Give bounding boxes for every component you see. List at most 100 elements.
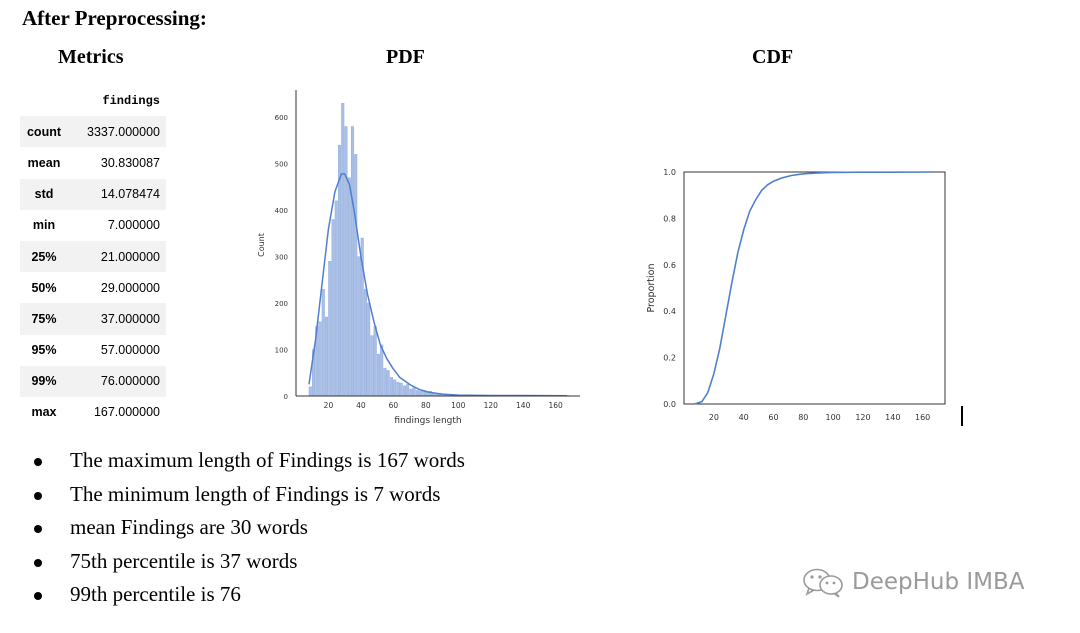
- table-row: 95% 57.000000: [20, 335, 166, 366]
- kde-line: [308, 173, 568, 397]
- histogram-bar: [363, 288, 367, 397]
- bullet-icon: [34, 491, 42, 500]
- histogram-bar: [357, 256, 361, 397]
- pdf-title: PDF: [386, 46, 425, 68]
- histogram-bar: [399, 382, 403, 397]
- histogram-bar: [331, 219, 335, 397]
- metrics-header-row: findings: [20, 85, 166, 116]
- histogram-bar: [328, 261, 332, 397]
- bullet-icon: [34, 592, 42, 601]
- histogram-bar: [376, 353, 380, 397]
- stat-value: 7.000000: [107, 218, 160, 233]
- histogram-bar: [350, 126, 354, 397]
- x-tick-label: 20: [709, 413, 719, 422]
- y-tick-label: 0.2: [663, 354, 676, 363]
- y-tick-label: 0.6: [663, 261, 676, 270]
- plot-frame: [683, 171, 946, 405]
- y-axis-label: Count: [257, 233, 266, 257]
- y-tick-label: 500: [275, 161, 288, 169]
- list-item-text: 99th percentile is 76: [70, 582, 241, 607]
- stat-value: 3337.000000: [68, 116, 166, 148]
- x-tick-label: 140: [516, 401, 531, 410]
- stat-name: max: [31, 405, 57, 420]
- text-cursor: [961, 406, 963, 426]
- x-tick-label: 60: [768, 413, 778, 422]
- stat-name: 50%: [31, 280, 57, 295]
- histogram-bar: [402, 385, 406, 397]
- stat-name: 95%: [31, 343, 57, 358]
- histogram-bar: [334, 200, 338, 397]
- stat-value: 30.830087: [100, 155, 160, 170]
- y-tick-label: 1.0: [663, 168, 676, 177]
- stat-name: mean: [27, 155, 61, 170]
- histogram-bar: [409, 388, 413, 397]
- summary-list: The maximum length of Findings is 167 wo…: [34, 444, 465, 612]
- stat-value: 76.000000: [68, 365, 166, 397]
- y-tick-label: 300: [275, 254, 288, 262]
- x-tick-label: 120: [484, 401, 499, 410]
- table-row: 25% 21.000000: [20, 240, 166, 273]
- histogram-bar: [412, 386, 416, 397]
- list-item: The maximum length of Findings is 167 wo…: [34, 444, 465, 478]
- list-item: 75th percentile is 37 words: [34, 545, 465, 579]
- metrics-corner-cell: [20, 85, 68, 116]
- histogram-bar: [383, 367, 387, 397]
- bullet-icon: [34, 458, 42, 466]
- x-tick-label: 100: [826, 413, 841, 422]
- table-row: 50% 29.000000: [20, 272, 166, 303]
- cdf-chart: 0.0 0.2 0.4 0.6 0.8 1.0 20 40 60 80 100 120 140 160 Pr…: [646, 168, 946, 422]
- histogram-bar: [341, 103, 345, 397]
- x-tick-label: 60: [389, 401, 399, 410]
- histogram-bar: [380, 344, 384, 397]
- histogram-bar: [325, 316, 329, 397]
- x-tick-label: 140: [885, 413, 900, 422]
- y-axis-label: Proportion: [646, 263, 657, 312]
- x-tick-label: 80: [421, 401, 431, 410]
- histogram-bar: [308, 386, 312, 397]
- table-row: 99% 76.000000: [20, 365, 166, 397]
- y-tick-label: 400: [275, 207, 288, 215]
- stat-name: 99%: [20, 365, 68, 397]
- watermark: DeepHub IMBA: [802, 566, 1025, 598]
- stat-value: 14.078474: [68, 178, 166, 210]
- histogram-bar: [406, 384, 410, 397]
- x-tick-label: 40: [739, 413, 749, 422]
- histogram-bar: [347, 177, 351, 397]
- histogram-bar: [354, 154, 358, 397]
- x-tick-label: 100: [451, 401, 466, 410]
- histogram-bar: [425, 392, 429, 397]
- cdf-line: [694, 171, 934, 405]
- cdf-title: CDF: [752, 46, 794, 68]
- y-tick-label: 0: [284, 393, 288, 401]
- histogram-bar: [370, 335, 374, 397]
- y-tick-label: 200: [275, 300, 288, 308]
- histogram-bar: [373, 326, 377, 397]
- list-item: The minimum length of Findings is 7 word…: [34, 478, 465, 512]
- stat-value: 21.000000: [68, 240, 166, 273]
- x-tick-label: 40: [356, 401, 366, 410]
- stat-name: 75%: [20, 303, 68, 335]
- histogram-bar: [396, 381, 400, 397]
- histogram-bar: [367, 302, 371, 397]
- watermark-text: DeepHub IMBA: [852, 569, 1025, 595]
- stat-name: 25%: [20, 240, 68, 273]
- histogram-bar: [386, 370, 390, 397]
- list-item: 99th percentile is 76: [34, 578, 465, 612]
- list-item-text: 75th percentile is 37 words: [70, 548, 298, 573]
- stat-name: min: [32, 218, 56, 233]
- histogram-bar: [415, 390, 419, 397]
- list-item-text: The minimum length of Findings is 7 word…: [70, 481, 441, 506]
- wechat-icon: [803, 568, 843, 598]
- x-tick-label: 160: [915, 413, 930, 422]
- y-tick-label: 0.4: [663, 307, 676, 316]
- x-tick-label: 160: [548, 401, 563, 410]
- table-row: mean 30.830087: [20, 147, 166, 178]
- x-tick-label: 120: [855, 413, 870, 422]
- stat-name: count: [20, 116, 68, 148]
- y-tick-label: 100: [275, 347, 288, 355]
- histogram-bar: [393, 379, 397, 397]
- stat-value: 37.000000: [68, 303, 166, 335]
- histogram-bar: [321, 288, 325, 397]
- stat-value: 57.000000: [100, 343, 160, 358]
- bullet-icon: [34, 558, 42, 567]
